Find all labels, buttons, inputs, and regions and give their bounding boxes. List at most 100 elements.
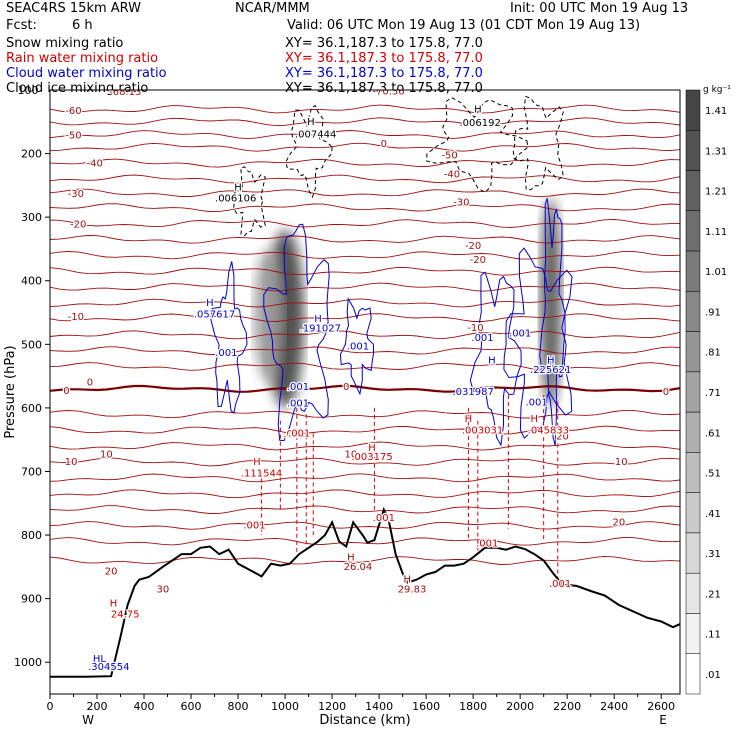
colorbar-label: .11	[705, 630, 721, 641]
temperature-label: -10	[467, 323, 483, 334]
temperature-label: -20	[465, 241, 481, 252]
temperature-contour--50	[50, 130, 680, 140]
temperature-isotherm	[50, 489, 680, 499]
x-tick-label: 1200	[318, 700, 346, 713]
cloud-water-contour	[339, 297, 375, 396]
temperature-isotherm	[50, 266, 680, 276]
temperature-contour--20	[50, 219, 680, 228]
x-tick-label: 2600	[647, 700, 675, 713]
temperature-isotherm	[50, 142, 680, 152]
temperature-label: 30	[156, 584, 169, 595]
temperature-label: -10	[68, 312, 84, 323]
cloud-water-label: .031987	[452, 387, 493, 398]
model-title: SEAC4RS 15km ARW	[6, 1, 142, 16]
colorbar-unit: g kg⁻¹	[703, 85, 731, 95]
temperature-isotherm	[50, 521, 680, 530]
colorbar-cell	[685, 532, 701, 574]
colorbar-cell	[685, 371, 701, 413]
rain-label: .001	[243, 521, 265, 532]
east-label: E	[659, 713, 667, 727]
temperature-label: -70.18	[586, 79, 618, 90]
colorbar-label: 1.21	[705, 187, 727, 198]
colorbar-cell	[685, 130, 701, 171]
cloud-water-contour	[210, 261, 248, 414]
temperature-contour-10	[50, 457, 680, 467]
terrain-line	[50, 506, 680, 678]
rain-label: H	[253, 457, 261, 468]
colorbar-cell	[685, 210, 701, 252]
colorbar-label: 1.31	[705, 146, 727, 157]
temperature-label: -40	[86, 158, 102, 169]
cloud-water-label: HL	[93, 654, 107, 665]
y-tick-label: 900	[21, 593, 42, 606]
temperature-label: 0	[663, 387, 669, 398]
west-label: W	[82, 713, 94, 727]
colorbar-label: .51	[705, 469, 721, 480]
rain-label: .001	[288, 429, 310, 440]
temperature-contour--40	[50, 158, 680, 168]
temperature-isotherm	[50, 235, 680, 244]
cloud-water-label: .001	[509, 329, 531, 340]
cloud-water-label: .057617	[194, 310, 235, 321]
colorbar-label: 1.11	[705, 227, 727, 238]
y-axis-title: Pressure (hPa)	[3, 345, 18, 438]
temperature-contour--60	[50, 104, 680, 114]
temperature-label: -30	[68, 189, 84, 200]
temperature-label: -70.39	[462, 79, 494, 90]
cloud-water-label: .191027	[300, 324, 341, 335]
colorbar-label: .91	[705, 307, 721, 318]
temperature-isotherm	[50, 409, 680, 419]
rain-label: .045833	[528, 425, 569, 436]
snow-label: .006106	[215, 193, 256, 204]
temperature-label: 10	[100, 449, 113, 460]
y-tick-label: 700	[21, 465, 42, 478]
rain-label: .003031	[462, 425, 503, 436]
rain-label: .003175	[351, 452, 392, 463]
rain-label: .001	[549, 579, 571, 590]
cloud-water-label: .304554	[88, 662, 129, 673]
temperature-isotherm	[50, 330, 680, 340]
field-cloudwater-name: Cloud water mixing ratio	[6, 66, 167, 81]
temperature-isotherm	[50, 425, 680, 435]
init-time: Init: 00 UTC Mon 19 Aug 13	[510, 1, 689, 16]
snow-label: H	[474, 104, 482, 115]
x-tick-label: 1600	[412, 700, 440, 713]
colorbar-label: .01	[705, 670, 721, 681]
cloud-water-label: H	[547, 355, 555, 366]
colorbar-cell	[685, 653, 701, 695]
colorbar-label: .61	[705, 428, 721, 439]
colorbar-label: .81	[705, 348, 721, 359]
snow-label: .006192	[460, 118, 501, 129]
x-tick-label: 1400	[365, 700, 393, 713]
cloud-water-label: H	[488, 355, 496, 366]
colorbar-cell	[685, 250, 701, 292]
x-tick-label: 2400	[600, 700, 628, 713]
snow-label: .007444	[295, 130, 336, 141]
colorbar-cell	[685, 492, 701, 534]
fcst-value: 6 h	[72, 18, 93, 33]
cloud-water-label: .001	[215, 348, 237, 359]
x-axis-title: Distance (km)	[319, 713, 410, 728]
axes: 0 200 400 600 800 1000 1200 1400 1600 1800 2000 220…	[14, 84, 675, 713]
temperature-isotherm	[50, 441, 680, 451]
temperature-label: 20	[556, 432, 569, 443]
field-snow-xy: XY= 36.1,187.3 to 175.8, 77.0	[285, 36, 483, 51]
org-label: NCAR/MMM	[235, 1, 310, 16]
cloud-water-label: .001	[347, 341, 369, 352]
colorbar-label: .31	[705, 549, 721, 560]
colorbar-cell	[685, 170, 701, 212]
y-tick-label: 1000	[14, 656, 42, 669]
temperature-label: 0	[63, 386, 69, 397]
cloud-water-label: H	[314, 314, 322, 325]
colorbar-cell	[685, 572, 701, 614]
temperature-isotherm	[50, 282, 680, 292]
x-tick-label: 400	[134, 700, 155, 713]
terrain-label: 29.83	[398, 584, 427, 595]
x-tick-label: 2000	[506, 700, 534, 713]
cloud-water-label: .225621	[530, 365, 571, 376]
temperature-label: 10	[345, 449, 358, 460]
temperature-label: 20	[613, 518, 626, 529]
y-tick-label: 400	[21, 275, 42, 288]
snow-contour	[512, 95, 564, 191]
temperature-isotherm	[50, 174, 680, 184]
